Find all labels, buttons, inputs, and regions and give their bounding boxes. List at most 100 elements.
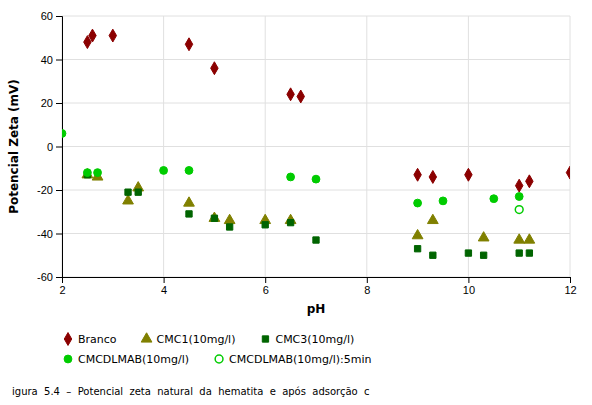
- caption: igura 5.4 – Potencial zeta natural da he…: [12, 386, 370, 397]
- tick-label: 12: [564, 284, 576, 296]
- point: [414, 246, 420, 252]
- grid: [62, 16, 570, 277]
- axis-line: [63, 278, 571, 284]
- grid-line: [62, 146, 570, 147]
- point: [123, 195, 134, 204]
- tick: 60: [41, 10, 62, 22]
- point: [83, 169, 91, 177]
- tick: 20: [41, 97, 62, 109]
- series: [62, 130, 523, 207]
- tick: 12: [564, 277, 576, 296]
- point: [439, 197, 447, 205]
- point: [430, 252, 436, 258]
- legend-marker: [215, 355, 223, 363]
- point: [62, 130, 66, 138]
- series: [515, 206, 523, 214]
- tick-mark: [56, 16, 62, 17]
- tick: 6: [263, 277, 269, 296]
- point: [516, 250, 522, 256]
- tick-label: 6: [263, 284, 269, 296]
- point: [515, 193, 523, 201]
- series: [84, 172, 532, 259]
- grid-line: [62, 16, 570, 17]
- point: [414, 168, 421, 181]
- y-axis: -60 -40 -20 0 20 40 60: [37, 10, 62, 283]
- point: [526, 250, 532, 256]
- tick-mark: [56, 277, 62, 278]
- tick-label: 60: [41, 10, 53, 22]
- legend-label: CMCDLMAB(10mg/l): [78, 353, 189, 366]
- point: [287, 88, 294, 101]
- point: [160, 167, 168, 175]
- grid-line: [62, 103, 570, 104]
- y-axis-title: Potencial Zeta (mV): [7, 79, 21, 214]
- x-axis: 24681012: [59, 277, 576, 296]
- point: [526, 175, 533, 188]
- point: [490, 195, 498, 203]
- grid-line: [62, 59, 570, 60]
- point: [412, 229, 423, 238]
- series: [82, 169, 535, 244]
- point: [94, 169, 102, 177]
- tick-label: -60: [37, 271, 53, 283]
- tick-mark: [468, 277, 469, 283]
- points: [62, 29, 570, 258]
- legend-marker: [64, 355, 72, 363]
- point: [287, 219, 293, 225]
- point: [465, 168, 472, 181]
- point: [514, 234, 525, 243]
- point: [185, 167, 193, 175]
- point: [427, 214, 438, 223]
- point: [186, 211, 192, 217]
- tick-label: 0: [47, 141, 53, 153]
- point: [209, 212, 220, 221]
- tick: 40: [41, 54, 62, 66]
- tick-label: 8: [364, 284, 370, 296]
- legend-item: CMC1(10mg/l): [141, 333, 235, 346]
- point: [515, 206, 523, 214]
- point: [478, 232, 489, 241]
- tick: -40: [37, 228, 62, 240]
- legend-marker: [64, 333, 71, 346]
- legend-label: CMCDLMAB(10mg/l):5min: [229, 353, 372, 366]
- point: [211, 215, 217, 221]
- tick-label: 2: [59, 284, 65, 296]
- point: [211, 62, 218, 75]
- legend-item: CMC3(10mg/l): [262, 333, 354, 346]
- legend-label: Branco: [78, 333, 117, 346]
- point: [125, 189, 131, 195]
- point: [287, 173, 295, 181]
- grid-line: [62, 233, 570, 234]
- chart: 24681012-60-40-200204060pHPotencial Zeta…: [0, 0, 592, 405]
- legend-label: CMC3(10mg/l): [275, 333, 354, 346]
- tick-label: 20: [41, 97, 53, 109]
- tick-mark: [56, 60, 62, 61]
- tick: 8: [364, 277, 370, 296]
- point: [429, 171, 436, 184]
- point: [82, 169, 93, 178]
- point: [226, 224, 232, 230]
- x-axis-title: pH: [307, 302, 326, 316]
- tick-mark: [570, 277, 571, 283]
- point: [89, 29, 96, 42]
- point: [515, 179, 522, 192]
- tick-mark: [265, 277, 266, 283]
- point: [185, 38, 192, 51]
- tick: 4: [161, 277, 167, 296]
- tick: 2: [59, 277, 65, 296]
- tick: -60: [37, 271, 62, 283]
- tick-label: -20: [37, 184, 53, 196]
- point: [313, 237, 319, 243]
- tick-mark: [367, 277, 368, 283]
- tick-mark: [164, 277, 165, 283]
- legend-item: CMCDLMAB(10mg/l):5min: [215, 353, 371, 366]
- point: [524, 234, 535, 243]
- legend-item: Branco: [64, 333, 117, 346]
- tick: -20: [37, 184, 62, 196]
- legend-label: CMC1(10mg/l): [157, 333, 236, 346]
- legend-marker: [141, 333, 152, 342]
- point: [297, 90, 304, 103]
- legend: Branco CMC1(10mg/l) CMC3(10mg/l) CMCDLMAB(1…: [64, 333, 372, 366]
- plot-area: 24681012-60-40-200204060pHPotencial Zeta…: [7, 10, 577, 316]
- tick-label: 40: [41, 54, 53, 66]
